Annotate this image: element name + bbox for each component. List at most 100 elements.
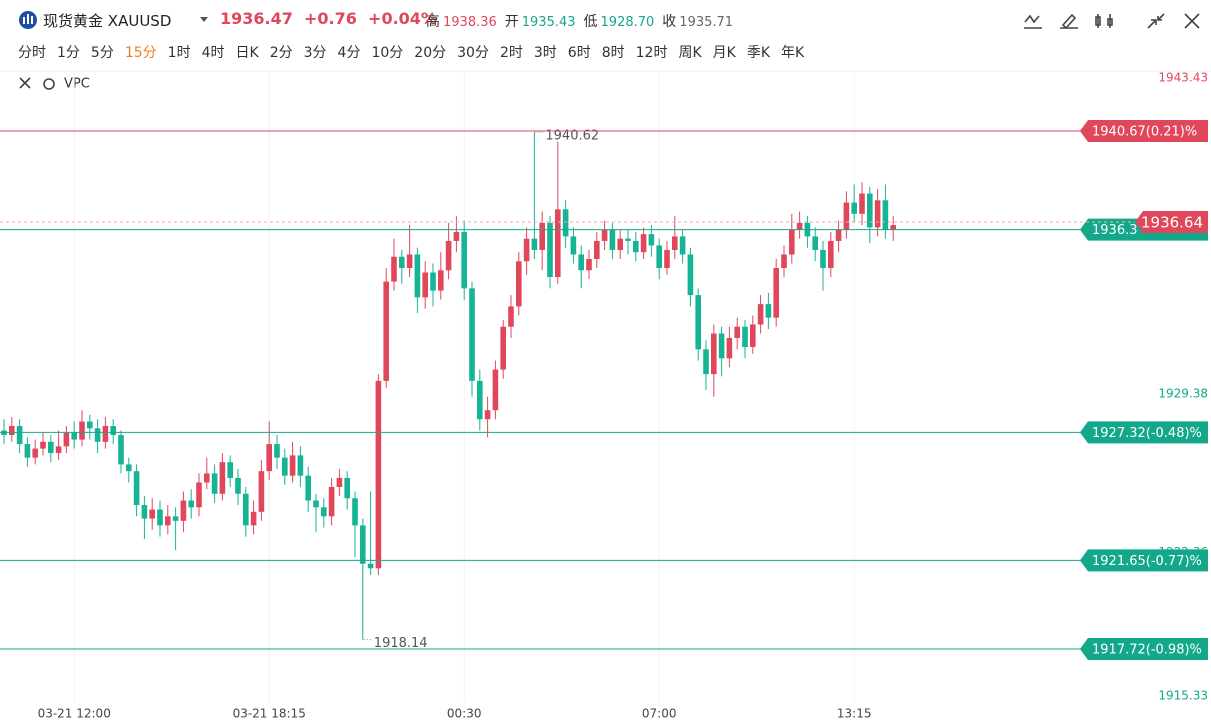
timeframe-tab[interactable]: 4时 — [201, 45, 225, 61]
candle-body — [679, 236, 686, 255]
candle-body — [149, 509, 155, 519]
indicator-close[interactable] — [19, 77, 31, 89]
icon-close[interactable] — [1184, 13, 1200, 29]
logo-bar — [31, 16, 33, 24]
instrument-name: 现货黄金 — [43, 12, 104, 30]
candle-body — [601, 229, 608, 241]
candle-body — [258, 471, 265, 512]
change: +0.76 — [304, 9, 357, 28]
x-tick-label: 07:00 — [642, 707, 677, 721]
timeframe-tab[interactable]: 3时 — [533, 45, 557, 61]
candle-body — [110, 426, 116, 436]
y-tick-label: 1929.38 — [1158, 386, 1208, 400]
candle-body — [219, 462, 226, 494]
candle-body — [180, 500, 187, 521]
change-pct: +0.04% — [368, 9, 437, 28]
timeframe-tab[interactable]: 周K — [678, 45, 702, 61]
x-tick-label: 13:15 — [837, 707, 872, 721]
candle-body — [71, 432, 77, 440]
candle-body — [40, 441, 46, 449]
timeframe-tab[interactable]: 年K — [781, 45, 805, 61]
candle-body — [406, 254, 413, 269]
candle-body — [656, 245, 662, 269]
candle-body — [843, 202, 850, 230]
candle-body — [516, 261, 522, 307]
timeframe-tab[interactable]: 1分 — [57, 45, 80, 61]
indicator-settings[interactable] — [43, 78, 55, 90]
icon-candles[interactable] — [1095, 14, 1113, 28]
level-label: 1921.65(-0.77)% — [1092, 554, 1202, 569]
high-label: 1940.62 — [545, 129, 599, 144]
timeframe-tab[interactable]: 月K — [712, 45, 736, 61]
candle-body — [321, 507, 327, 517]
stat-value: 1938.36 — [443, 15, 497, 30]
candle-body — [55, 446, 62, 454]
level-tag — [1080, 120, 1208, 143]
icon-shrink[interactable] — [1147, 13, 1165, 29]
timeframe-tab[interactable]: 12时 — [635, 45, 668, 61]
instrument: 现货黄金 XAUUSD — [43, 10, 171, 31]
candle-body — [297, 455, 304, 476]
candle-body — [890, 225, 896, 230]
candle-body — [633, 240, 639, 253]
icon-chart[interactable] — [1024, 14, 1042, 29]
timeframe-tab[interactable]: 30分 — [457, 45, 489, 61]
timeframe-tab[interactable]: 10分 — [371, 45, 404, 61]
timeframe-tab[interactable]: 6时 — [567, 45, 591, 61]
timeframe-tab[interactable]: 2分 — [269, 45, 293, 61]
logo-bar — [23, 17, 25, 24]
candle-body — [586, 258, 592, 271]
timeframe-tab[interactable]: 2时 — [499, 45, 523, 61]
candle-body — [305, 475, 311, 501]
candle-body — [24, 444, 31, 458]
candle-body — [851, 202, 857, 214]
candle-body — [539, 222, 545, 250]
candle-body — [523, 238, 530, 262]
x-tick-label: 03-21 18:15 — [233, 707, 306, 721]
candle-body — [703, 349, 709, 375]
timeframe-tab[interactable]: 20分 — [414, 45, 447, 61]
timeframe-tab[interactable]: 分时 — [18, 45, 46, 61]
timeframe-tab[interactable]: 3分 — [303, 45, 327, 61]
stat-label: 高 — [426, 14, 440, 30]
stat-label: 低 — [583, 14, 598, 30]
candle-body — [695, 295, 701, 350]
candle-body — [414, 254, 421, 298]
candle-body — [422, 272, 428, 298]
timeframe-tab[interactable]: 8时 — [601, 45, 625, 61]
timeframe-tab[interactable]: 1时 — [167, 45, 191, 61]
timeframe-tab[interactable]: 5分 — [90, 45, 114, 61]
timeframe-tab[interactable]: 季K — [746, 45, 771, 61]
candle-body — [274, 444, 280, 458]
candle-body — [63, 432, 70, 447]
last-price-tag — [1135, 210, 1208, 233]
dropdown-arrow[interactable] — [200, 17, 208, 22]
candle-body — [874, 200, 881, 228]
indicator-name: VPC — [64, 77, 90, 92]
candle-body — [375, 380, 382, 569]
candle-body — [211, 473, 218, 494]
candle-body — [500, 326, 506, 370]
level-tag — [1080, 549, 1208, 572]
candle-body — [243, 493, 249, 526]
candle-body — [430, 272, 436, 291]
timeframe-tab[interactable]: 日K — [235, 45, 259, 61]
timeframe-tab[interactable]: 4分 — [337, 45, 361, 61]
candle-body — [492, 369, 499, 411]
timeframe-tab[interactable]: 15分 — [124, 45, 157, 61]
candle-body — [617, 238, 623, 250]
candle-body — [16, 426, 23, 445]
stat-label: 收 — [662, 14, 677, 30]
stat-value: 1935.43 — [521, 15, 576, 30]
toolbar-icons — [19, 13, 1200, 90]
candle-body — [508, 306, 514, 327]
candle-body — [118, 435, 124, 465]
candle-body — [687, 254, 694, 296]
candle-body — [289, 455, 296, 476]
candle-body — [484, 410, 491, 420]
candle-body — [391, 256, 397, 282]
candle-body — [796, 222, 803, 230]
icon-draw[interactable] — [1060, 13, 1078, 30]
candle-body — [711, 333, 717, 375]
candle-body — [625, 238, 631, 241]
